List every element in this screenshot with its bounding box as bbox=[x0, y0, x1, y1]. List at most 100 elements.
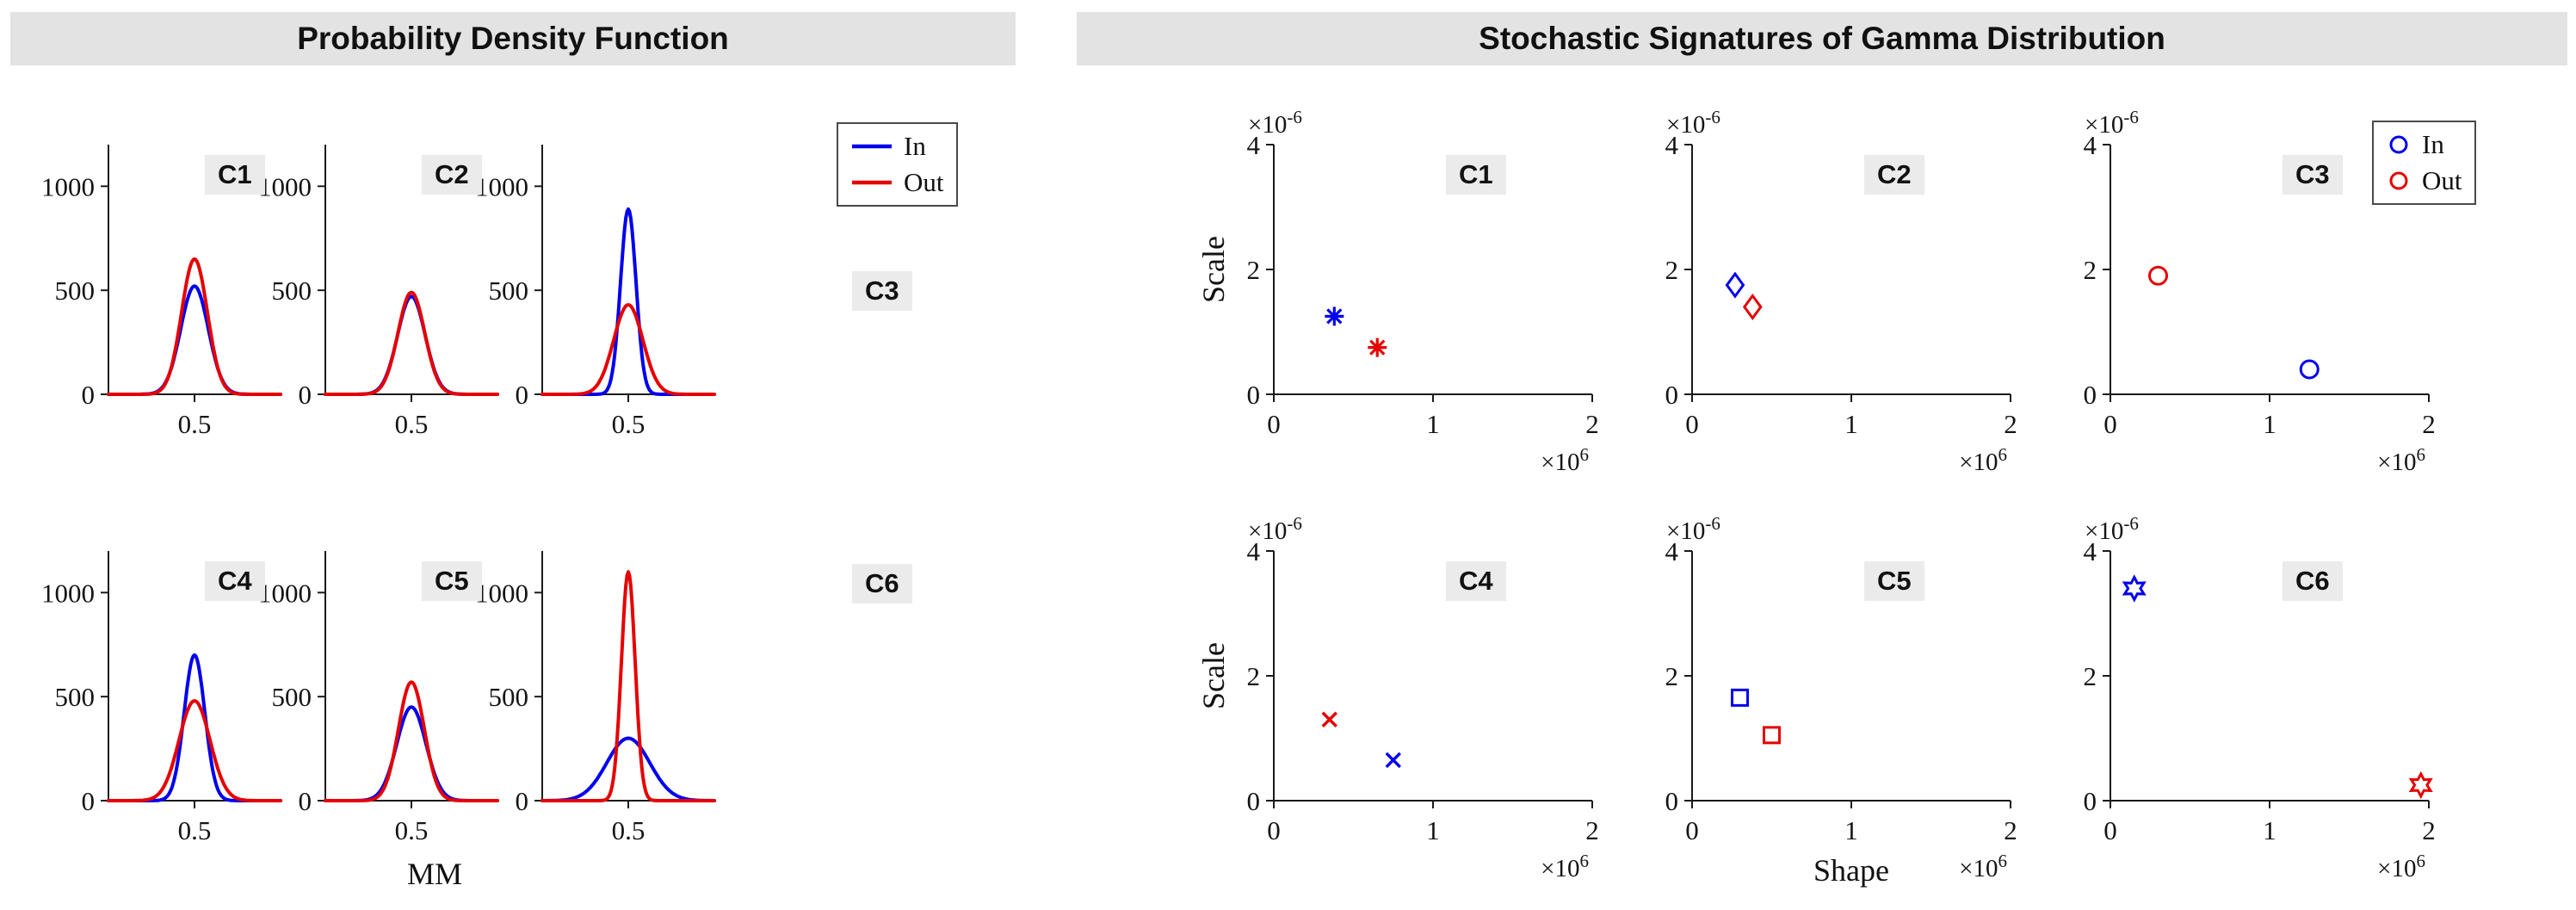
x-tick-label: 2 bbox=[2004, 815, 2017, 845]
gamma-legend: In Out bbox=[2372, 121, 2476, 205]
y-tick-label: 1000 bbox=[475, 171, 528, 201]
subplot-c3-gamma: 0 2 4 0 1 2 ×10-6 ×106 bbox=[2084, 107, 2436, 476]
axis-unit-label: ×10-6 bbox=[1248, 107, 1302, 139]
y-tick-label: 1000 bbox=[258, 578, 312, 608]
subplot-c3-pdf: 0 500 1000 0.5 bbox=[475, 145, 716, 439]
right-panel-title: Stochastic Signatures of Gamma Distribut… bbox=[1077, 12, 2567, 65]
x-tick-label: 2 bbox=[2004, 409, 2017, 439]
gamma-x-axis-label: Shape bbox=[1813, 853, 1889, 888]
x-tick-label: 0 bbox=[1267, 815, 1281, 845]
y-tick-label: 0 bbox=[82, 380, 96, 410]
subplot-c6-pdf: 0 500 1000 0.5 bbox=[475, 551, 716, 845]
axes-frame bbox=[2110, 551, 2429, 802]
y-tick-label: 0 bbox=[82, 786, 96, 816]
pdf-curve-out bbox=[541, 303, 716, 396]
y-tick-label: 4 bbox=[1665, 130, 1679, 160]
marker-diamond-out bbox=[1742, 293, 1763, 321]
left-panel-title: Probability Density Function bbox=[10, 12, 1016, 65]
pdf-curve-out bbox=[107, 257, 282, 396]
marker-asterisk-out bbox=[1368, 337, 1387, 357]
axes-frame bbox=[1273, 551, 1592, 802]
x-tick-label: 2 bbox=[1585, 409, 1599, 439]
y-tick-label: 2 bbox=[1665, 255, 1679, 285]
subplot-c2-pdf: 0 500 1000 0.5 bbox=[258, 145, 499, 439]
axes-frame bbox=[1273, 145, 1592, 395]
axes-frame bbox=[1691, 145, 2011, 395]
y-tick-label: 4 bbox=[2084, 536, 2097, 566]
x-tick-label: 0 bbox=[1267, 409, 1281, 439]
y-tick-label: 0 bbox=[2084, 786, 2097, 816]
x-tick-label: 2 bbox=[2422, 815, 2436, 845]
subplot-label-c1-pdf: C1 bbox=[205, 155, 265, 195]
y-tick-label: 0 bbox=[1665, 786, 1679, 816]
subplot-label-c3-pdf: C3 bbox=[852, 271, 912, 311]
subplot-label-c3-gamma: C3 bbox=[2283, 155, 2343, 195]
axis-unit-label: ×106 bbox=[1541, 851, 1589, 882]
x-tick-label: 0.5 bbox=[612, 815, 646, 845]
subplot-label-c1-gamma: C1 bbox=[1446, 155, 1506, 195]
y-tick-label: 500 bbox=[489, 275, 529, 306]
axis-unit-label: ×106 bbox=[2377, 851, 2425, 882]
axis-unit-label: ×10-6 bbox=[2085, 107, 2139, 139]
pdf-legend: In Out bbox=[837, 122, 958, 207]
y-tick-label: 2 bbox=[2084, 661, 2097, 691]
pdf-curve-out bbox=[324, 290, 499, 396]
y-tick-label: 0 bbox=[1665, 380, 1679, 410]
pdf-legend-label-out: Out bbox=[904, 167, 944, 197]
subplot-c5-pdf: 0 500 1000 0.5 bbox=[258, 551, 499, 845]
subplot-c5-gamma: 0 2 4 0 1 2 ×10-6 ×106 bbox=[1665, 513, 2017, 882]
subplot-label-c4-gamma: C4 bbox=[1446, 561, 1506, 601]
pdf-curve-in bbox=[324, 294, 499, 396]
y-tick-label: 1000 bbox=[258, 171, 312, 201]
gamma-legend-item-out: Out bbox=[2386, 165, 2462, 196]
x-tick-label: 0.5 bbox=[395, 409, 429, 439]
x-tick-label: 2 bbox=[1585, 815, 1599, 845]
in-circle-swatch-icon bbox=[2389, 135, 2408, 154]
subplot-c1-gamma: 0 2 4 0 1 2 ×10-6 ×106 bbox=[1247, 107, 1599, 476]
x-tick-label: 1 bbox=[1844, 409, 1858, 439]
axis-unit-label: ×106 bbox=[1959, 444, 2007, 476]
axis-unit-label: ×106 bbox=[1959, 851, 2007, 882]
marker-square-in bbox=[1731, 688, 1749, 707]
marker-x-out bbox=[1321, 711, 1337, 727]
pdf-legend-label-in: In bbox=[904, 131, 926, 161]
y-tick-label: 0 bbox=[299, 380, 312, 410]
subplot-c2-gamma: 0 2 4 0 1 2 ×10-6 ×106 bbox=[1665, 107, 2017, 476]
y-tick-label: 4 bbox=[1247, 130, 1261, 160]
x-tick-label: 0 bbox=[1685, 815, 1699, 845]
y-tick-label: 0 bbox=[1247, 380, 1261, 410]
subplot-label-c4-pdf: C4 bbox=[205, 561, 265, 601]
pdf-curve-out bbox=[107, 699, 282, 802]
y-tick-label: 2 bbox=[1247, 661, 1261, 691]
axis-unit-label: ×106 bbox=[1541, 444, 1589, 476]
gamma-legend-label-out: Out bbox=[2422, 165, 2462, 195]
x-tick-label: 0.5 bbox=[395, 815, 429, 845]
out-line-swatch-icon bbox=[852, 180, 892, 185]
pdf-curve-in bbox=[107, 284, 282, 396]
subplot-label-c5-pdf: C5 bbox=[422, 561, 482, 601]
axis-unit-label: ×10-6 bbox=[2085, 513, 2139, 545]
y-tick-label: 2 bbox=[2084, 255, 2097, 285]
y-tick-label: 0 bbox=[299, 786, 312, 816]
y-tick-label: 4 bbox=[2084, 130, 2097, 160]
marker-hexagram-in bbox=[2122, 574, 2147, 603]
subplot-label-c2-pdf: C2 bbox=[422, 155, 482, 195]
pdf-curve-in bbox=[541, 736, 716, 802]
y-tick-label: 2 bbox=[1665, 661, 1679, 691]
subplot-label-c5-gamma: C5 bbox=[1864, 561, 1924, 601]
marker-circle-in bbox=[2299, 359, 2320, 380]
y-tick-label: 500 bbox=[55, 275, 96, 306]
axis-unit-label: ×10-6 bbox=[1248, 513, 1302, 545]
x-tick-label: 2 bbox=[2422, 409, 2436, 439]
y-tick-label: 4 bbox=[1665, 536, 1679, 566]
y-tick-label: 4 bbox=[1247, 536, 1261, 566]
subplot-label-c2-gamma: C2 bbox=[1864, 155, 1924, 195]
gamma-legend-item-in: In bbox=[2386, 129, 2462, 160]
axis-unit-label: ×10-6 bbox=[1666, 513, 1720, 545]
pdf-legend-item-out: Out bbox=[850, 167, 944, 198]
pdf-curve-in bbox=[107, 653, 282, 802]
subplot-c6-gamma: 0 2 4 0 1 2 ×10-6 ×106 bbox=[2084, 513, 2436, 882]
subplot-c1-pdf: 0 500 1000 0.5 bbox=[41, 145, 282, 439]
gamma-legend-label-in: In bbox=[2422, 129, 2444, 159]
